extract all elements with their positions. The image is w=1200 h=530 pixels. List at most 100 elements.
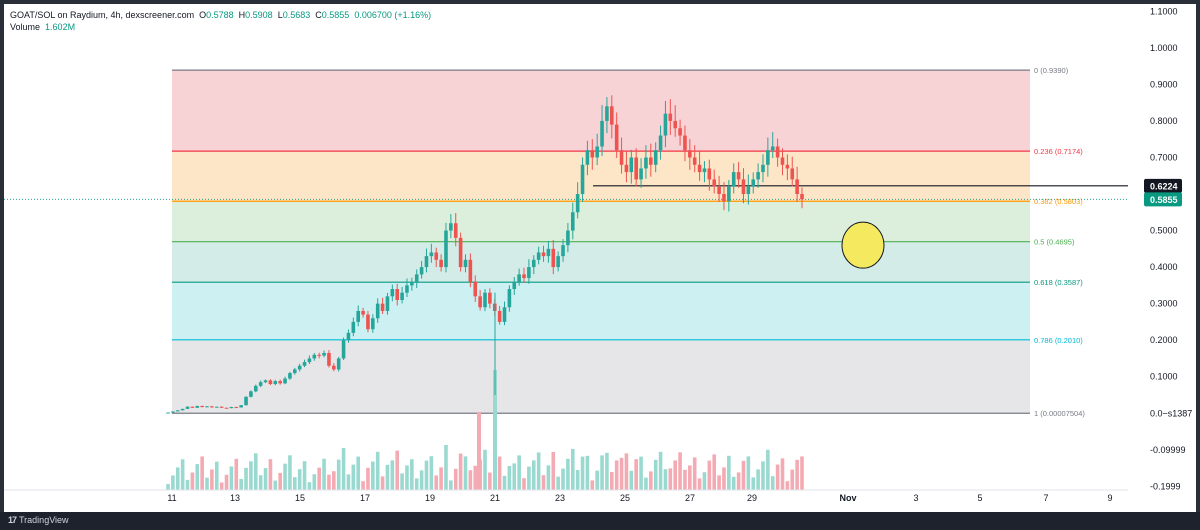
volume-bar — [692, 457, 697, 490]
y-tick-label: -0.09999 — [1150, 445, 1186, 455]
candle-body — [614, 124, 619, 151]
close-value: 0.5855 — [321, 10, 350, 20]
volume-bar — [790, 469, 795, 490]
volume-bar — [522, 478, 526, 490]
candle-body — [283, 378, 287, 384]
candle-body — [795, 179, 799, 195]
candle-body — [322, 352, 326, 356]
candle-body — [751, 179, 756, 187]
y-tick-label: -0.1999 — [1150, 481, 1181, 491]
price-chart[interactable]: 0 (0.9390) 0.236 (0.7174) 0.382 (0.5803) 0.… — [0, 0, 1200, 512]
volume-bar — [795, 459, 799, 490]
horizontal-line[interactable] — [4, 185, 1128, 200]
candle-body — [410, 281, 414, 286]
candle-body — [575, 194, 580, 213]
footer-bar — [0, 512, 1200, 530]
candle-body — [439, 259, 443, 268]
volume-bar — [546, 465, 551, 490]
candle-body — [224, 407, 229, 409]
volume-bar — [688, 465, 692, 490]
volume-value: 1.602M — [45, 22, 76, 32]
candle-body — [229, 407, 234, 409]
candle-body — [361, 310, 365, 315]
volume-bar — [332, 471, 336, 490]
candle-body — [478, 296, 482, 308]
volume-bar — [439, 467, 443, 490]
fib-zone-4 — [172, 282, 1030, 340]
volume-bar — [288, 455, 292, 490]
candle-body — [780, 157, 785, 165]
candle-body — [619, 150, 624, 165]
candle-body — [766, 150, 770, 165]
x-tick-label: 29 — [747, 493, 757, 503]
volume-bars — [166, 370, 804, 490]
volume-bar — [595, 470, 599, 490]
symbol-title[interactable]: GOAT/SOL on Raydium, 4h, dexscreener.com — [10, 10, 195, 20]
volume-bar — [205, 477, 209, 490]
volume-bar — [644, 477, 648, 490]
volume-bar — [463, 456, 468, 490]
volume-bar — [473, 465, 478, 490]
x-tick-label: 17 — [360, 493, 370, 503]
x-tick-label: 23 — [555, 493, 565, 503]
candle-body — [317, 354, 321, 356]
candle-body — [610, 106, 614, 125]
x-tick-label: 21 — [490, 493, 500, 503]
candle-body — [419, 267, 424, 275]
candle-body — [678, 128, 682, 136]
volume-bar — [312, 474, 317, 490]
volume-bar — [414, 478, 419, 490]
volume-bar — [668, 468, 673, 490]
price-axis[interactable]: 1.10001.00000.90000.80000.70000.60000.50… — [1144, 6, 1192, 491]
volume-bar — [497, 456, 502, 490]
candle-body — [736, 172, 741, 180]
volume-bar — [180, 459, 185, 490]
volume-bar — [736, 472, 741, 490]
candle-body — [741, 179, 746, 195]
tradingview-brand[interactable]: 17 TradingView — [8, 515, 69, 525]
volume-bar — [610, 472, 614, 490]
volume-label[interactable]: Volume — [10, 22, 41, 32]
candle-body — [434, 252, 439, 260]
fib-zone-1 — [172, 151, 1030, 202]
volume-bar — [322, 458, 326, 490]
candle-body — [561, 245, 565, 257]
candle-body — [522, 274, 526, 279]
candle-body — [380, 303, 385, 311]
volume-bar — [639, 456, 643, 490]
volume-bar — [175, 467, 180, 490]
high-value: 0.5908 — [245, 10, 273, 20]
x-tick-label: 19 — [425, 493, 435, 503]
volume-bar — [614, 460, 619, 490]
volume-bar — [458, 453, 463, 490]
tradingview-logo-icon: 17 — [8, 515, 17, 525]
volume-bar — [785, 481, 790, 490]
volume-bar — [580, 456, 585, 490]
candle-body — [639, 168, 643, 180]
target-ellipse[interactable] — [841, 221, 885, 269]
y-tick-label: 0.5000 — [1150, 226, 1178, 236]
candle-body — [531, 259, 536, 268]
fib-zone-5 — [172, 339, 1030, 414]
time-axis[interactable]: 11 13 15 17 19 21 23 25 27 29 Nov 3 5 7 9 — [4, 489, 1128, 503]
candle-body — [770, 146, 775, 151]
volume-bar — [263, 468, 268, 490]
horizontal-line-tag — [1144, 178, 1182, 193]
volume-bar — [517, 455, 521, 490]
volume-bar — [200, 456, 204, 490]
volume-bar — [366, 467, 370, 490]
volume-bar — [717, 475, 721, 490]
x-tick-label: 27 — [685, 493, 695, 503]
candle-body — [468, 259, 473, 282]
volume-bar — [278, 472, 282, 490]
candle-body — [273, 381, 278, 385]
candle-body — [570, 212, 575, 231]
fib-label-2: 0.382 (0.5803) — [1034, 197, 1083, 206]
candle-body — [214, 406, 219, 408]
y-tick-label: 0.8000 — [1150, 116, 1178, 126]
open-label: O — [199, 10, 207, 20]
volume-bar — [224, 474, 229, 490]
candle-body — [536, 252, 541, 260]
volume-bar — [210, 469, 214, 490]
candle-body — [205, 406, 209, 408]
